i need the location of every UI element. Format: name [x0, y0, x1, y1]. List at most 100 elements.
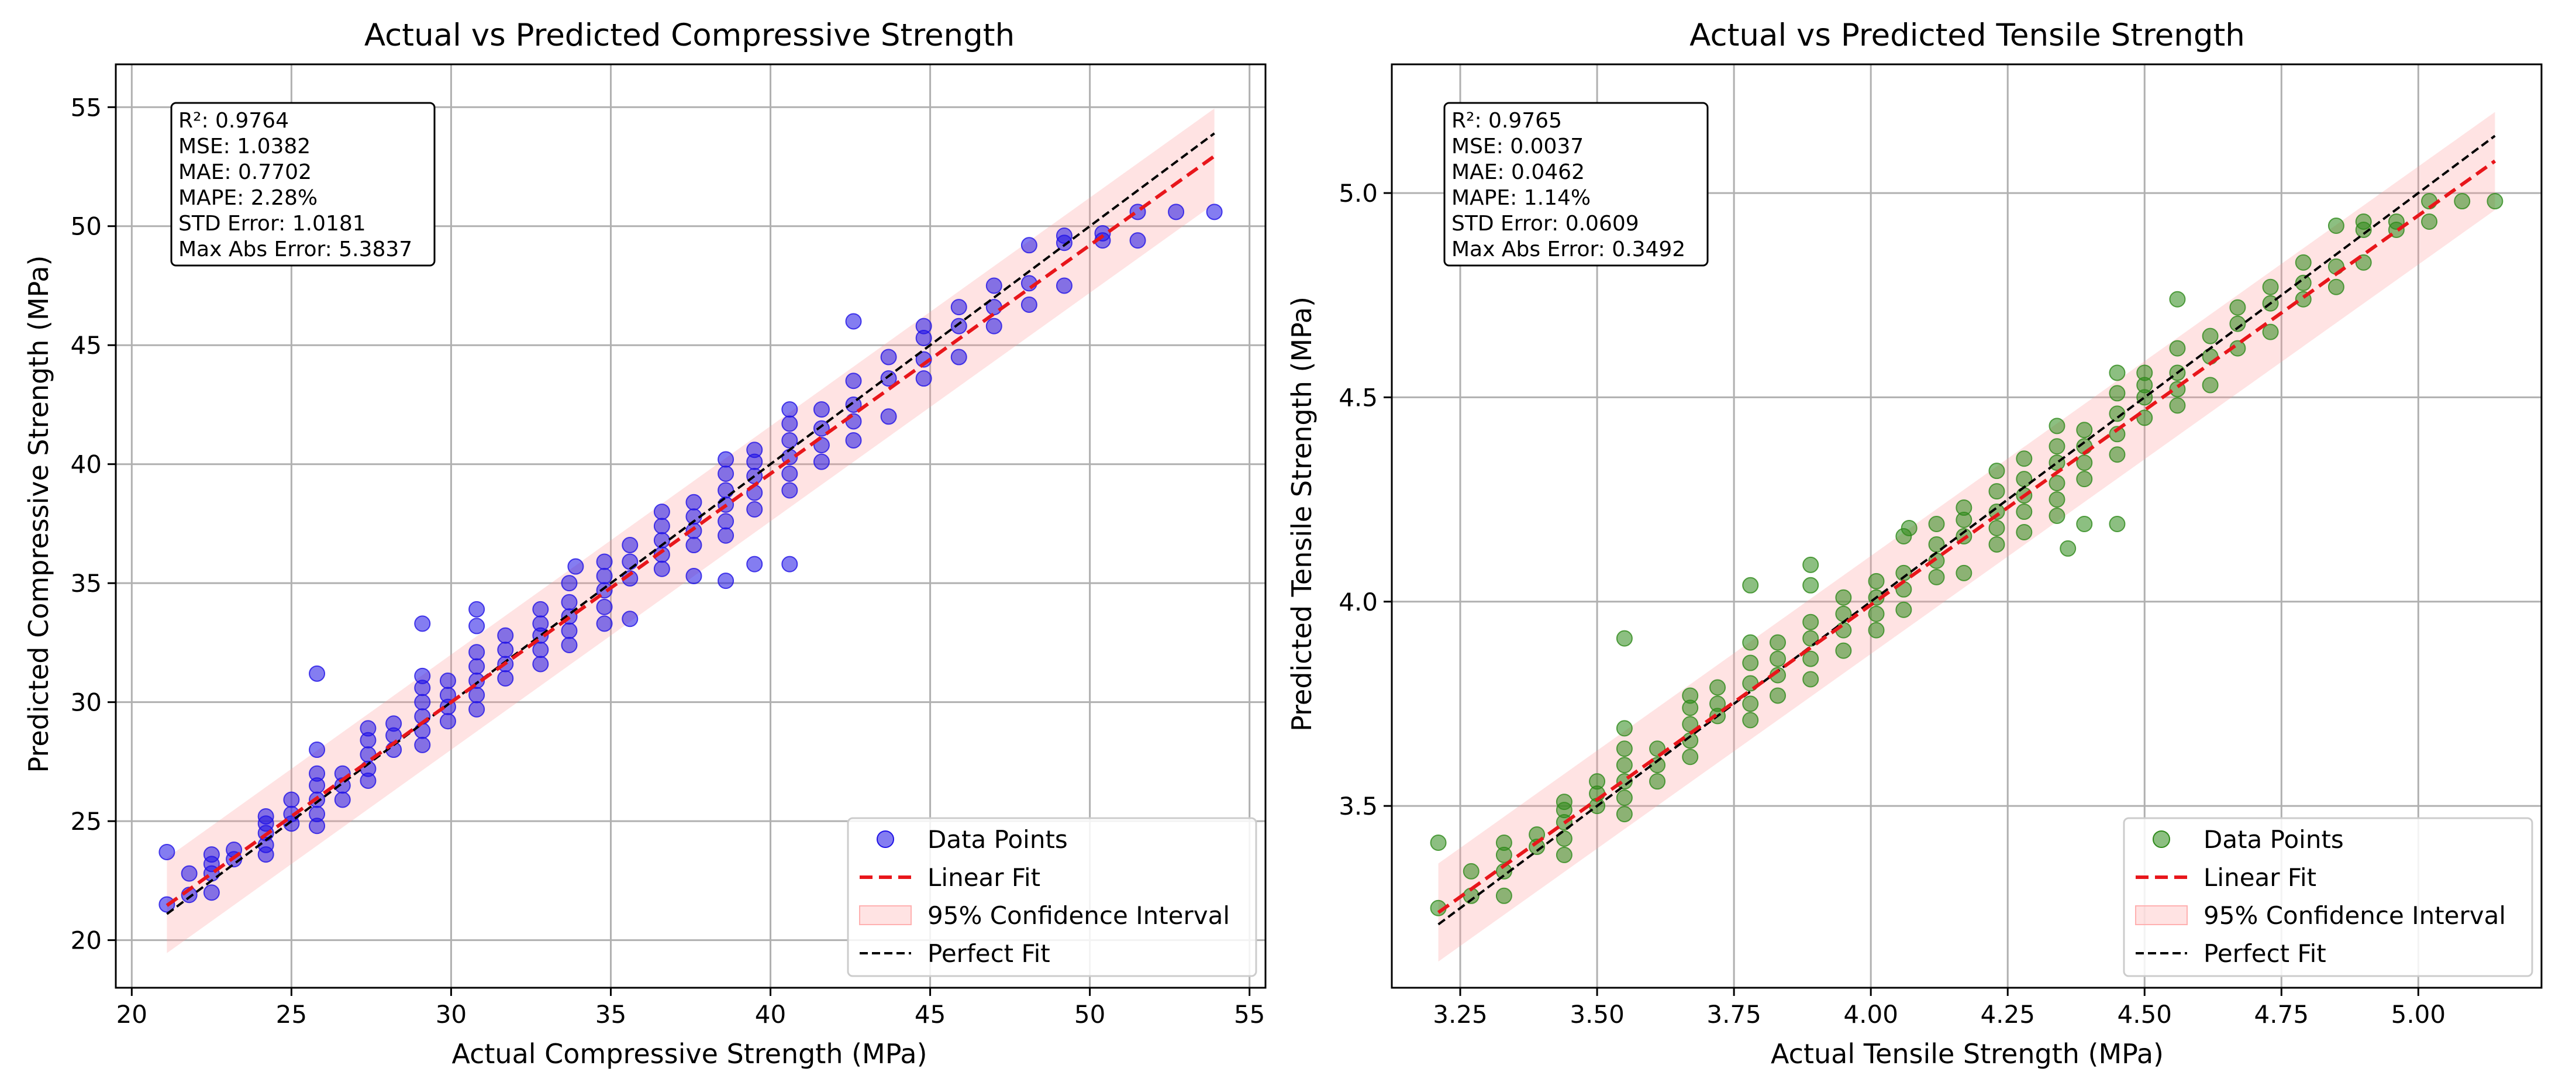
data-point: [1020, 297, 1037, 313]
data-point: [2136, 364, 2153, 381]
data-point: [950, 299, 967, 316]
data-point: [360, 720, 377, 737]
data-point: [1430, 834, 1447, 851]
legend-marker-confidence: [2135, 905, 2188, 925]
data-point: [1868, 622, 1885, 639]
data-point: [309, 805, 326, 822]
plot-frame: [1391, 63, 2543, 989]
data-point: [1835, 589, 1852, 606]
data-point: [1709, 679, 1726, 696]
data-point: [1802, 650, 1819, 667]
data-point: [1835, 642, 1852, 659]
x-tick-label: 30: [436, 1000, 467, 1029]
x-tick-label: 4.00: [1843, 1000, 1898, 1029]
data-point: [1742, 712, 1759, 729]
data-point: [2202, 377, 2219, 394]
data-point: [622, 553, 639, 570]
data-point: [468, 701, 485, 718]
data-point: [567, 558, 584, 575]
data-point: [283, 791, 300, 808]
legend-marker-confidence: [859, 905, 912, 925]
data-point: [203, 884, 220, 901]
data-point: [950, 318, 967, 335]
data-point: [1056, 227, 1073, 244]
data-point: [561, 622, 578, 639]
data-point: [414, 667, 431, 684]
y-tick-label: 5.0: [1339, 179, 1378, 208]
data-point: [1770, 634, 1787, 651]
x-tick-label: 4.25: [1980, 1000, 2035, 1029]
data-point: [1129, 232, 1146, 249]
legend-label: Linear Fit: [2203, 863, 2316, 892]
x-tick-label: 20: [116, 1000, 147, 1029]
data-point: [1556, 794, 1573, 811]
x-tick-label: 25: [276, 1000, 307, 1029]
data-point: [414, 615, 431, 632]
perfect-fit-line: [166, 132, 1215, 915]
y-tick-label: 20: [71, 926, 102, 955]
data-point: [596, 567, 613, 584]
linear-fit-line: [165, 154, 1216, 907]
data-point: [1956, 564, 1972, 581]
data-point: [596, 553, 613, 570]
data-point: [746, 442, 763, 458]
data-point: [685, 494, 702, 511]
stats-line: MAE: 0.7702: [178, 160, 312, 184]
data-point: [1056, 277, 1073, 294]
data-point: [1682, 687, 1699, 704]
perfect-fit-line: [1437, 135, 2496, 926]
data-point: [309, 665, 326, 682]
data-point: [880, 408, 897, 425]
data-point: [1868, 573, 1885, 589]
data-point: [1616, 757, 1633, 774]
data-point: [1770, 650, 1787, 667]
data-point: [1895, 601, 1912, 618]
data-point: [1206, 204, 1223, 220]
data-point: [746, 501, 763, 518]
data-point: [1956, 499, 1972, 516]
data-point: [1901, 519, 1918, 536]
data-point: [718, 482, 734, 499]
data-point: [1682, 749, 1699, 766]
data-point: [2295, 274, 2312, 291]
x-tick-label: 35: [595, 1000, 626, 1029]
data-point: [813, 401, 830, 418]
data-point: [985, 318, 1002, 335]
data-point: [2262, 278, 2279, 295]
data-point: [1802, 556, 1819, 573]
data-point: [653, 560, 670, 577]
data-point: [1802, 671, 1819, 688]
stats-line: MAPE: 2.28%: [178, 186, 318, 210]
data-point: [2109, 446, 2126, 463]
data-point: [813, 453, 830, 470]
data-point: [1556, 830, 1573, 847]
data-point: [845, 373, 862, 389]
data-point: [718, 451, 734, 468]
legend-label: 95% Confidence Interval: [927, 901, 1230, 930]
data-point: [414, 694, 431, 711]
data-point: [334, 791, 351, 808]
data-point: [1616, 630, 1633, 647]
data-point: [2169, 397, 2186, 414]
data-point: [653, 504, 670, 520]
data-point: [1463, 863, 1480, 880]
data-point: [2169, 291, 2186, 308]
legend-label: Perfect Fit: [2203, 939, 2326, 968]
y-axis-label-compressive: Predicted Compressive Strength (MPa): [23, 256, 54, 773]
data-point: [596, 615, 613, 632]
y-tick-label: 40: [71, 450, 102, 479]
data-point: [309, 765, 326, 782]
legend-label: Linear Fit: [927, 863, 1040, 892]
data-point: [1168, 204, 1185, 220]
x-tick-label: 50: [1074, 1000, 1105, 1029]
data-point: [532, 656, 549, 673]
data-point: [2016, 523, 2033, 540]
stats-box: [1443, 102, 1709, 267]
stats-box: [170, 102, 436, 267]
y-tick-label: 3.5: [1339, 792, 1378, 820]
data-point: [2229, 315, 2246, 332]
data-point: [781, 432, 798, 449]
legend-box: [2123, 817, 2533, 977]
stats-line: STD Error: 0.0609: [1451, 212, 1639, 236]
data-point: [2295, 254, 2312, 271]
